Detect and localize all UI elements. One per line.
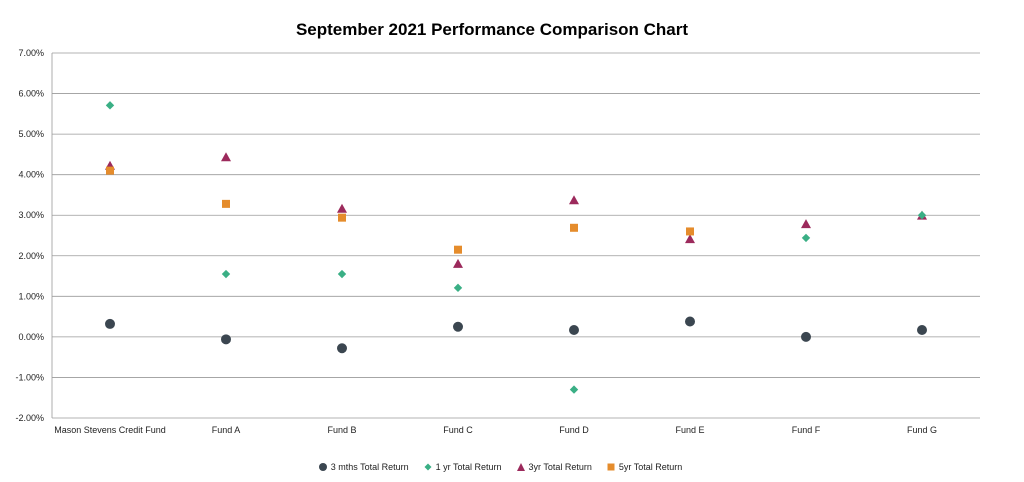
data-point-diamond: [453, 283, 463, 293]
data-point-square: [570, 223, 578, 232]
y-tick-label: 0.00%: [18, 332, 44, 342]
x-tick-label: Fund G: [907, 425, 937, 435]
y-tick-label: 4.00%: [18, 170, 44, 180]
legend-marker-circle: [318, 463, 327, 471]
data-point-diamond: [801, 233, 811, 243]
data-point-circle: [337, 343, 347, 354]
data-point-square: [222, 199, 230, 208]
x-tick-label: Fund D: [559, 425, 589, 435]
x-tick-label: Fund C: [443, 425, 473, 435]
data-point-diamond: [917, 211, 927, 220]
data-point-diamond: [569, 385, 579, 394]
data-point-triangle: [801, 219, 811, 229]
scatter-chart: -2.00% -1.00% 0.00% 1.00% 2.00% 3.00% 4.00% 5.0…: [15, 48, 980, 435]
y-tick-label: 7.00%: [18, 48, 44, 58]
data-point-circle: [453, 321, 463, 332]
y-tick-label: 1.00%: [18, 291, 44, 301]
data-point-triangle: [221, 152, 231, 162]
data-point-diamond: [105, 101, 115, 110]
data-point-diamond: [337, 269, 347, 279]
legend-label: 3yr Total Return: [528, 462, 592, 472]
data-point-diamond: [221, 269, 231, 279]
data-point-circle: [917, 324, 927, 335]
data-point-square: [106, 166, 114, 175]
data-point-triangle: [569, 195, 579, 205]
y-tick-label: 6.00%: [18, 89, 44, 99]
data-point-circle: [569, 324, 579, 335]
legend-label: 3 mths Total Return: [330, 462, 409, 472]
y-tick-label: 5.00%: [18, 129, 44, 139]
data-point-circle: [105, 318, 115, 329]
data-point-triangle: [685, 234, 695, 244]
legend: 3 mths Total Return 1 yr Total Return 3yr …: [0, 462, 1000, 472]
legend-marker-triangle: [516, 463, 525, 471]
data-point-circle: [801, 331, 811, 342]
data-point-circle: [685, 316, 695, 327]
y-tick-label: 3.00%: [18, 210, 44, 220]
data-point-triangle: [337, 203, 347, 213]
legend-marker-square: [607, 463, 615, 471]
legend-item: 5yr Total Return: [606, 462, 682, 472]
legend-item: 3 mths Total Return: [318, 462, 409, 472]
data-point-circle: [221, 334, 231, 345]
legend-item: 3yr Total Return: [516, 462, 592, 472]
legend-label: 1 yr Total Return: [435, 462, 502, 472]
data-point-square: [338, 213, 346, 222]
x-tick-label: Fund E: [675, 425, 704, 435]
x-tick-label: Fund A: [212, 425, 241, 435]
x-tick-label: Mason Stevens Credit Fund: [54, 425, 166, 435]
legend-marker-diamond: [424, 463, 432, 471]
y-tick-label: -1.00%: [15, 372, 44, 382]
data-point-square: [686, 227, 694, 236]
legend-item: 1 yr Total Return: [423, 462, 502, 472]
data-point-triangle: [453, 258, 463, 268]
chart-title: September 2021 Performance Comparison Ch…: [295, 20, 689, 39]
x-tick-label: Fund B: [327, 425, 356, 435]
y-tick-label: -2.00%: [15, 413, 44, 423]
y-tick-label: 2.00%: [18, 251, 44, 261]
legend-label: 5yr Total Return: [618, 462, 683, 472]
x-tick-label: Fund F: [792, 425, 821, 435]
data-point-square: [454, 245, 462, 254]
